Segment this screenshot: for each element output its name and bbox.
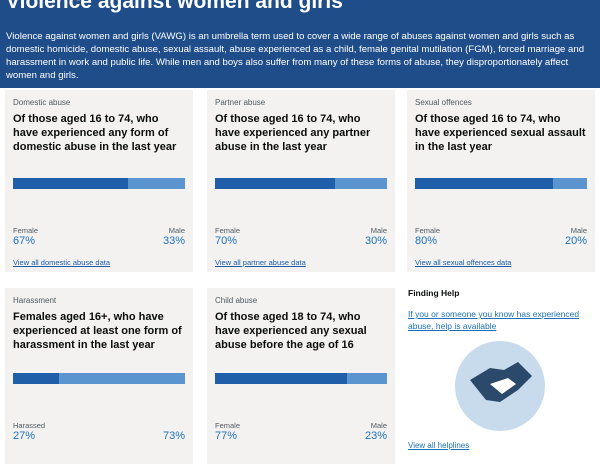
bar-segment	[552, 178, 587, 189]
card-category: Domestic abuse	[13, 98, 71, 107]
card-category: Child abuse	[215, 296, 258, 305]
help-more-link[interactable]: View all helplines	[408, 441, 470, 450]
stat-card: Domestic abuse Of those aged 16 to 74, wh…	[5, 90, 193, 272]
value-label: 80%	[415, 235, 438, 247]
bar-segment	[215, 178, 336, 189]
card-category: Harassment	[13, 296, 57, 305]
stat-card: Child abuse Of those aged 18 to 74, who h…	[207, 288, 395, 464]
help-title: Finding Help	[408, 288, 460, 298]
value-label: 27%	[13, 430, 36, 442]
card-heading: Females aged 16+, who have experienced a…	[13, 311, 182, 351]
card-category: Sexual offences	[415, 98, 472, 107]
stat-card: Sexual offences Of those aged 16 to 74, w…	[407, 90, 595, 272]
value-label: 33%	[162, 235, 185, 247]
progress-bar	[215, 178, 387, 189]
bar-segment	[347, 373, 387, 384]
header-band	[0, 0, 600, 88]
progress-bar	[13, 178, 185, 189]
stat-card: Partner abuse Of those aged 16 to 74, who…	[207, 90, 395, 272]
card-heading: Of those aged 16 to 74, who have experie…	[13, 113, 177, 153]
card-link[interactable]: View all partner abuse data	[215, 258, 306, 267]
value-label-name: Male	[370, 421, 387, 430]
bar-segment	[13, 373, 60, 384]
card-category: Partner abuse	[215, 98, 266, 107]
progress-bar	[215, 373, 387, 384]
icon-cuff	[490, 378, 516, 394]
value-label: 70%	[215, 235, 238, 247]
value-label-name: Male	[570, 226, 587, 235]
bar-segment	[415, 178, 553, 189]
help-icon	[455, 341, 545, 431]
value-label-name: Female	[215, 226, 241, 235]
help-link[interactable]: If you or someone you know has experienc…	[408, 309, 580, 331]
bar-segment	[215, 373, 348, 384]
progress-bar	[13, 373, 185, 384]
card-heading: Of those aged 16 to 74, who have experie…	[215, 113, 371, 153]
value-label: 20%	[564, 235, 587, 247]
value-label-name: Male	[370, 226, 387, 235]
stat-card: Harassment Females aged 16+, who have exp…	[5, 288, 193, 464]
bar-segment	[13, 178, 129, 189]
value-label: 73%	[162, 430, 185, 442]
page-title: Violence against women and girls	[6, 0, 343, 13]
card-link[interactable]: View all domestic abuse data	[13, 258, 111, 267]
bar-segment	[128, 178, 185, 189]
value-label-name: Female	[13, 226, 39, 235]
card-heading: Of those aged 16 to 74, who have experie…	[415, 113, 586, 153]
value-label: 23%	[364, 430, 387, 442]
value-label-name: Harassed	[13, 421, 46, 430]
progress-bar	[415, 178, 587, 189]
value-label: 67%	[13, 235, 36, 247]
value-label-name: Male	[168, 226, 185, 235]
card-heading: Of those aged 18 to 74, who have experie…	[215, 311, 367, 351]
bar-segment	[59, 373, 185, 384]
bar-segment	[335, 178, 387, 189]
value-label-name: Female	[215, 421, 241, 430]
value-label-name: Female	[415, 226, 441, 235]
value-label: 77%	[215, 430, 238, 442]
value-label: 30%	[364, 235, 387, 247]
intro-text: Violence against women and girls (VAWG) …	[6, 31, 585, 81]
card-link[interactable]: View all sexual offences data	[415, 258, 512, 267]
